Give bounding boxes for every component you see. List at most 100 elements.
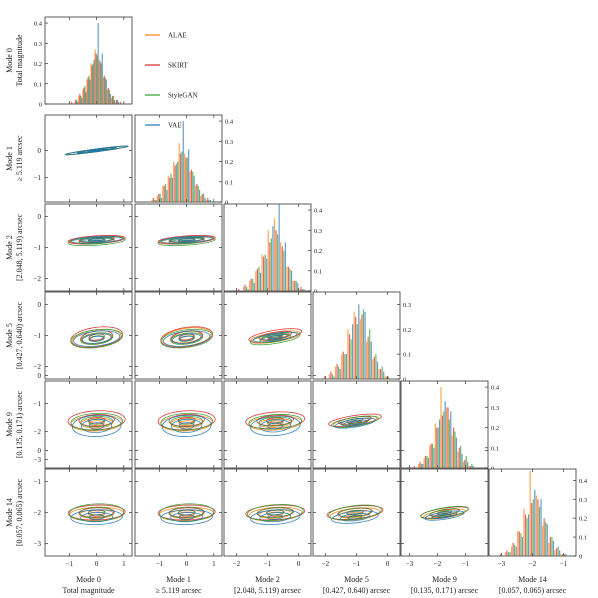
contour-line xyxy=(257,507,294,518)
hist-bar xyxy=(261,254,263,291)
hist-bar xyxy=(255,270,257,291)
hist-bar xyxy=(430,443,432,468)
y-tick-label: 0.4 xyxy=(491,385,500,392)
hist-bar xyxy=(117,101,120,104)
row-label-1: Mode 1 ≥ 5.119 arcsec xyxy=(5,135,24,182)
hist-bar xyxy=(275,230,277,291)
hist-bar xyxy=(266,258,268,291)
x-tick-label: −1 xyxy=(353,560,361,568)
hist-bar xyxy=(565,554,567,556)
hist-bar xyxy=(90,63,92,104)
hist-bar xyxy=(169,177,171,202)
hist-bar xyxy=(272,226,274,291)
hist-bar xyxy=(250,278,252,291)
contour-line xyxy=(169,506,204,519)
hist-bar xyxy=(509,552,511,556)
hist-bar xyxy=(441,415,443,468)
hist-bar xyxy=(120,101,122,104)
row-label-3: Mode 5 [0.427, 0.640) arcsec xyxy=(5,301,24,369)
row-label-line1: Mode 1 xyxy=(5,146,14,171)
hist-bar xyxy=(517,531,519,556)
col-label-line1: Mode 1 xyxy=(166,575,191,584)
hist-bar xyxy=(95,53,97,104)
hist-bar xyxy=(549,537,551,556)
contour-line xyxy=(256,414,294,426)
hist-bar xyxy=(278,204,280,291)
col-label-3: Mode 5 [0.427, 0.640) arcsec xyxy=(323,575,391,595)
row-label-line2: [0.427, 0.640) arcsec xyxy=(15,301,24,369)
contour-line xyxy=(258,416,293,427)
contours xyxy=(67,234,126,247)
panel-0-0: 0 0.1 0.2 0.3 0.4 xyxy=(34,16,133,109)
hist-bar xyxy=(461,453,463,468)
panel-3-1 xyxy=(134,291,223,380)
x-tick-label: −1 xyxy=(156,560,164,568)
contour-line xyxy=(170,332,204,345)
contour-line xyxy=(267,422,284,430)
contour-line xyxy=(88,238,105,242)
hist-bar xyxy=(464,459,466,468)
hist-bar xyxy=(88,75,90,104)
hist-bar xyxy=(300,286,302,291)
hist-bar xyxy=(178,143,180,202)
y-tick-label: 0 xyxy=(579,554,582,561)
y-tick-label: 0.2 xyxy=(579,516,587,523)
col-label-line2: [0.427, 0.640) arcsec xyxy=(323,586,391,595)
col-label-line2: [0.135, 0.171) arcsec xyxy=(411,586,479,595)
y-tick-label: −1 xyxy=(34,478,42,486)
hist-bar xyxy=(453,427,455,468)
hist-bar xyxy=(437,427,439,468)
hist-bar xyxy=(189,171,191,202)
hist-bar xyxy=(383,371,385,379)
panel-frame xyxy=(312,291,401,380)
hist-bar xyxy=(381,366,383,379)
panel-4-2 xyxy=(223,375,312,469)
hist-bar xyxy=(336,364,338,379)
contour-line xyxy=(168,238,205,245)
hist-bar xyxy=(472,465,474,468)
hist-bar xyxy=(534,489,536,556)
y-tick-label: 0.2 xyxy=(403,327,411,334)
hist-bar xyxy=(83,87,85,104)
hist-bar xyxy=(361,314,363,379)
hist-bar xyxy=(245,286,248,291)
hist-bar xyxy=(167,175,169,202)
y-tick-label: −2 xyxy=(34,509,42,517)
contour-line xyxy=(168,413,205,427)
hist-bar xyxy=(386,376,388,379)
contours xyxy=(248,328,303,346)
hist-bar xyxy=(373,356,375,379)
contour-line xyxy=(331,510,379,524)
hist-bar xyxy=(111,95,114,104)
x-tick-label: −2 xyxy=(233,560,241,568)
contour-line xyxy=(170,237,204,243)
col-label-line1: Mode 14 xyxy=(518,575,547,584)
panel-frame xyxy=(134,114,223,203)
row-label-2: Mode 2 [2.048, 5.119) arcsec xyxy=(5,214,24,281)
legend-item-vae: VAE xyxy=(145,122,181,130)
contour-line xyxy=(80,332,114,345)
hist-bar xyxy=(276,234,279,291)
hist-bar xyxy=(270,238,272,291)
x-tick-label: 0 xyxy=(297,560,301,568)
hist-bar xyxy=(114,101,117,104)
hist-bar xyxy=(151,199,153,202)
hist-bar xyxy=(548,542,550,556)
hist-bar xyxy=(353,311,355,379)
hist-bar xyxy=(116,99,119,104)
hist-bar xyxy=(543,518,545,556)
hist-bar xyxy=(185,157,187,202)
hist-bar xyxy=(209,199,212,202)
y-tick-label: 0 xyxy=(38,372,42,380)
col-label-line2: [2.048, 5.119) arcsec xyxy=(234,586,301,595)
x-tick-label: −2 xyxy=(322,560,330,568)
hist-bar xyxy=(86,79,88,104)
row-labels-group: Mode 0 Total magnitude Mode 1 ≥ 5.119 arcse… xyxy=(5,34,24,546)
panel-frame xyxy=(488,468,577,557)
hist-bar xyxy=(515,546,517,556)
contour-line xyxy=(259,419,292,433)
hist-bar xyxy=(447,407,449,468)
contour-line xyxy=(259,512,292,523)
hist-bar xyxy=(518,531,520,556)
hist-bar xyxy=(537,499,539,556)
